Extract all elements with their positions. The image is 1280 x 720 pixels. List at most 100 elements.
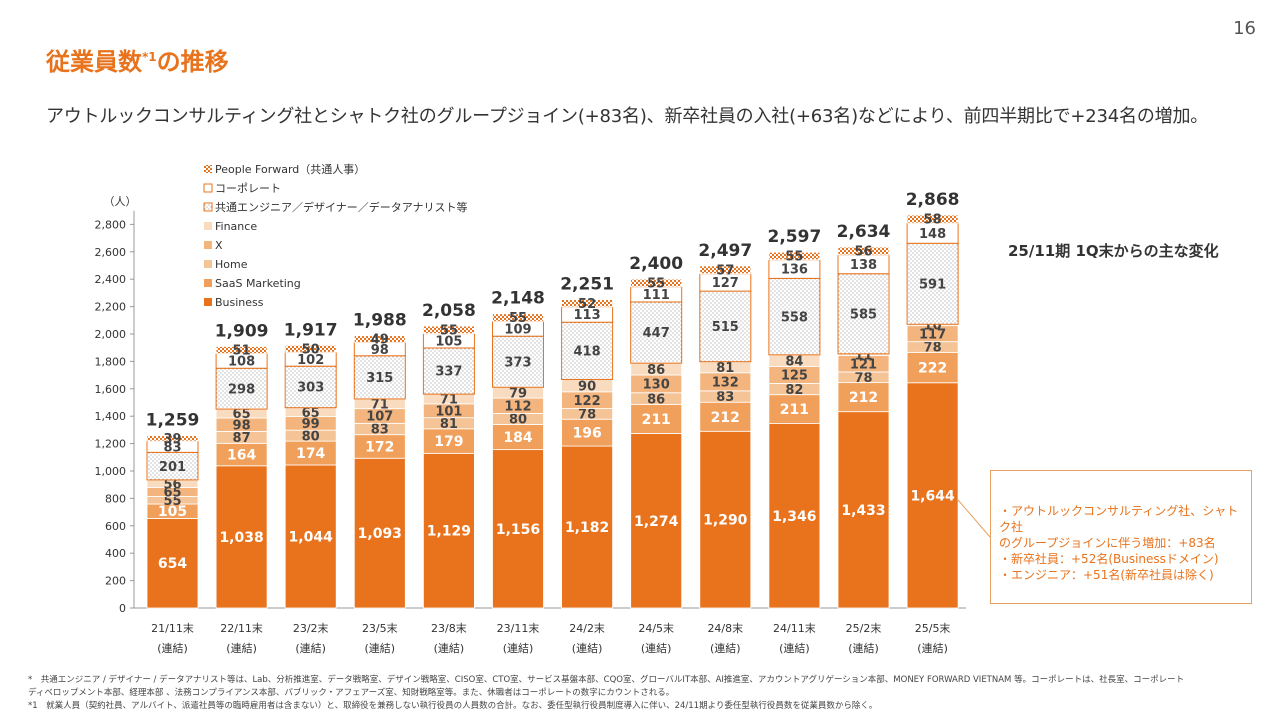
legend-swatch bbox=[204, 165, 212, 173]
bar-segment bbox=[630, 404, 683, 434]
bar-segment bbox=[630, 433, 683, 609]
bar-segment bbox=[422, 452, 475, 609]
data-label: 90 bbox=[578, 379, 596, 394]
data-label: 1,129 bbox=[427, 524, 471, 540]
data-label: 84 bbox=[785, 354, 803, 369]
data-label: 117 bbox=[919, 327, 946, 342]
bar-segment bbox=[906, 214, 959, 224]
y-tick-label: 2,600 bbox=[95, 246, 127, 259]
data-label: 86 bbox=[647, 392, 665, 407]
x-tick-label: 24/2末 bbox=[569, 621, 605, 635]
data-label: 65 bbox=[163, 486, 181, 501]
data-label: 78 bbox=[854, 371, 872, 386]
data-label: 55 bbox=[440, 324, 458, 339]
data-label: 99 bbox=[302, 417, 320, 432]
bar-segment bbox=[492, 313, 544, 322]
data-label: 127 bbox=[712, 276, 739, 291]
total-label: 2,148 bbox=[491, 289, 545, 309]
data-label: 98 bbox=[233, 418, 251, 433]
data-label: 1,156 bbox=[496, 522, 540, 538]
data-label: 39 bbox=[163, 432, 181, 447]
data-label: 52 bbox=[578, 297, 596, 312]
total-label: 2,400 bbox=[629, 254, 683, 274]
data-label: 49 bbox=[371, 333, 389, 348]
data-label: 315 bbox=[366, 371, 393, 386]
x-tick-sublabel: (連結) bbox=[503, 641, 534, 655]
total-label: 2,497 bbox=[698, 241, 752, 261]
legend-label: Home bbox=[215, 258, 248, 271]
legend-label: Finance bbox=[215, 220, 257, 233]
data-label: 55 bbox=[785, 250, 803, 265]
bar-segment bbox=[215, 465, 268, 609]
data-label: 111 bbox=[643, 288, 670, 303]
bar-segment bbox=[353, 457, 406, 609]
bar-segment bbox=[492, 335, 544, 388]
data-label: 211 bbox=[780, 402, 809, 418]
data-label: 174 bbox=[296, 446, 325, 462]
total-label: 2,597 bbox=[768, 227, 822, 247]
y-tick-label: 2,400 bbox=[95, 273, 127, 286]
data-label: 107 bbox=[366, 410, 393, 425]
bar-segment bbox=[353, 355, 406, 400]
data-label: 83 bbox=[371, 423, 389, 438]
y-tick-label: 1,000 bbox=[95, 465, 127, 478]
callout-line: のグループジョインに伴う増加：+83名 bbox=[999, 536, 1216, 550]
x-tick-sublabel: (連結) bbox=[226, 641, 257, 655]
data-label: 79 bbox=[509, 386, 527, 401]
bar-segment bbox=[561, 418, 613, 447]
data-label: 138 bbox=[850, 258, 877, 273]
footnote-line: ディベロップメント本部、経理本部 、法務コンプライアンス本部、パブリック・アフェ… bbox=[28, 688, 675, 698]
data-label: 82 bbox=[785, 383, 803, 398]
footnote-line: *1 就業人員（契約社員、アルバイト、派遣社員等の臨時雇用者は含まない）と、取締… bbox=[28, 701, 878, 711]
y-tick-label: 800 bbox=[105, 492, 126, 505]
data-label: 196 bbox=[572, 426, 601, 442]
y-tick-label: 600 bbox=[105, 520, 126, 533]
data-label: 81 bbox=[440, 417, 458, 432]
bar-segment bbox=[215, 346, 268, 354]
data-label: 121 bbox=[850, 357, 877, 372]
bar-segment bbox=[768, 251, 821, 261]
y-axis-unit-label: （人） bbox=[104, 195, 137, 208]
data-label: 102 bbox=[297, 353, 324, 368]
callout-line: ・新卒社員：+52名(Businessドメイン) bbox=[999, 552, 1219, 566]
data-label: 105 bbox=[435, 334, 462, 349]
data-label: 51 bbox=[233, 344, 251, 359]
data-label: 125 bbox=[781, 369, 808, 384]
total-label: 2,058 bbox=[422, 301, 476, 321]
bar-segment bbox=[492, 424, 544, 451]
y-tick-label: 0 bbox=[119, 602, 126, 615]
data-label: 109 bbox=[504, 322, 531, 337]
data-label: 212 bbox=[711, 410, 740, 426]
data-label: 130 bbox=[643, 378, 670, 393]
x-tick-sublabel: (連結) bbox=[295, 641, 326, 655]
data-label: 558 bbox=[781, 310, 808, 325]
bar-segment bbox=[561, 445, 613, 609]
data-label: 87 bbox=[233, 431, 251, 446]
x-tick-sublabel: (連結) bbox=[779, 641, 810, 655]
data-label: 98 bbox=[371, 343, 389, 358]
bar-segment bbox=[561, 321, 614, 380]
data-label: 57 bbox=[716, 263, 734, 278]
x-tick-sublabel: (連結) bbox=[434, 641, 465, 655]
x-tick-label: 23/11末 bbox=[497, 621, 540, 635]
x-tick-sublabel: (連結) bbox=[848, 641, 879, 655]
legend-label: 共通エンジニア／デザイナー／データアナリスト等 bbox=[215, 200, 468, 214]
title-footnote-marker: *1 bbox=[142, 50, 157, 64]
y-tick-label: 1,200 bbox=[95, 438, 127, 451]
y-tick-label: 1,600 bbox=[95, 383, 127, 396]
data-label: 654 bbox=[158, 556, 187, 572]
data-label: 113 bbox=[574, 308, 601, 323]
x-tick-label: 21/11末 bbox=[151, 621, 194, 635]
x-tick-sublabel: (連結) bbox=[917, 641, 948, 655]
side-heading: 25/11期 1Q末からの主な変化 bbox=[1008, 242, 1219, 260]
bar-segment bbox=[561, 299, 613, 308]
bar-segment bbox=[699, 430, 752, 609]
bar-segment bbox=[422, 347, 475, 395]
data-label: 418 bbox=[574, 345, 601, 360]
y-tick-label: 400 bbox=[105, 547, 126, 560]
data-label: 1,433 bbox=[841, 503, 885, 519]
x-tick-sublabel: (連結) bbox=[710, 641, 741, 655]
legend-swatch bbox=[204, 260, 212, 268]
legend-swatch bbox=[204, 241, 212, 249]
legend-label: コーポレート bbox=[215, 182, 281, 195]
